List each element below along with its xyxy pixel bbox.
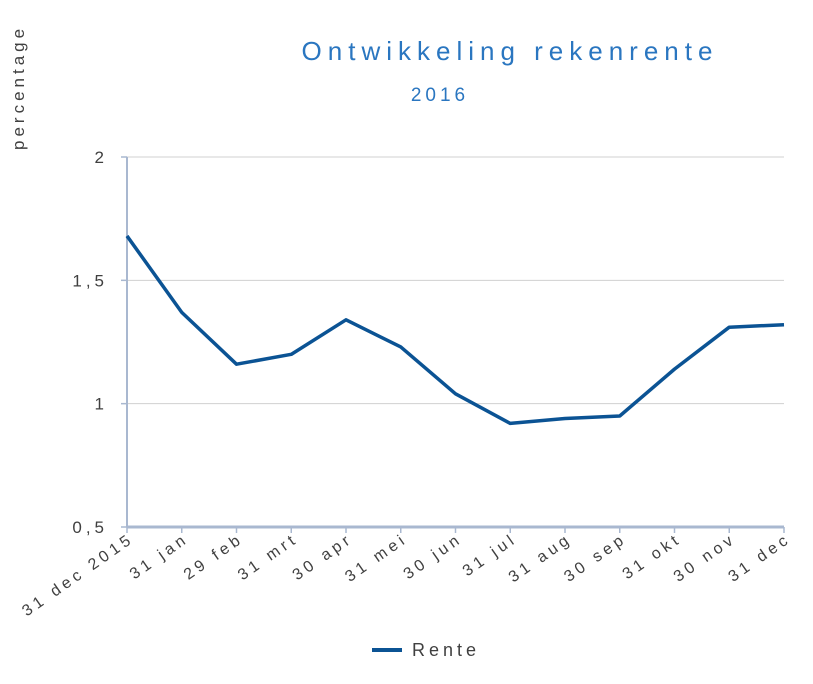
x-tick-label: 30 jun [401, 530, 466, 583]
x-tick-label: 29 feb [181, 530, 247, 583]
x-tick-label: 31 mei [342, 530, 411, 585]
y-tick-label: 2 [95, 148, 108, 167]
chart-title: Ontwikkeling rekenrente [302, 36, 719, 66]
y-tick-label: 1,5 [72, 271, 108, 290]
x-tick-label: 30 sep [561, 530, 630, 585]
x-tick-label: 31 dec 2015 [19, 530, 137, 620]
x-tick-label: 31 mrt [235, 530, 302, 584]
legend-label: Rente [412, 640, 480, 660]
line-series [125, 234, 785, 426]
y-axis-label: percentage [9, 25, 28, 150]
x-tick-label: 31 dec [726, 530, 795, 585]
y-tick-label: 1 [95, 395, 108, 414]
x-tick-label: 31 jan [127, 530, 192, 583]
y-tick-label: 0,5 [72, 518, 108, 537]
chart-subtitle: 2016 [411, 85, 469, 106]
